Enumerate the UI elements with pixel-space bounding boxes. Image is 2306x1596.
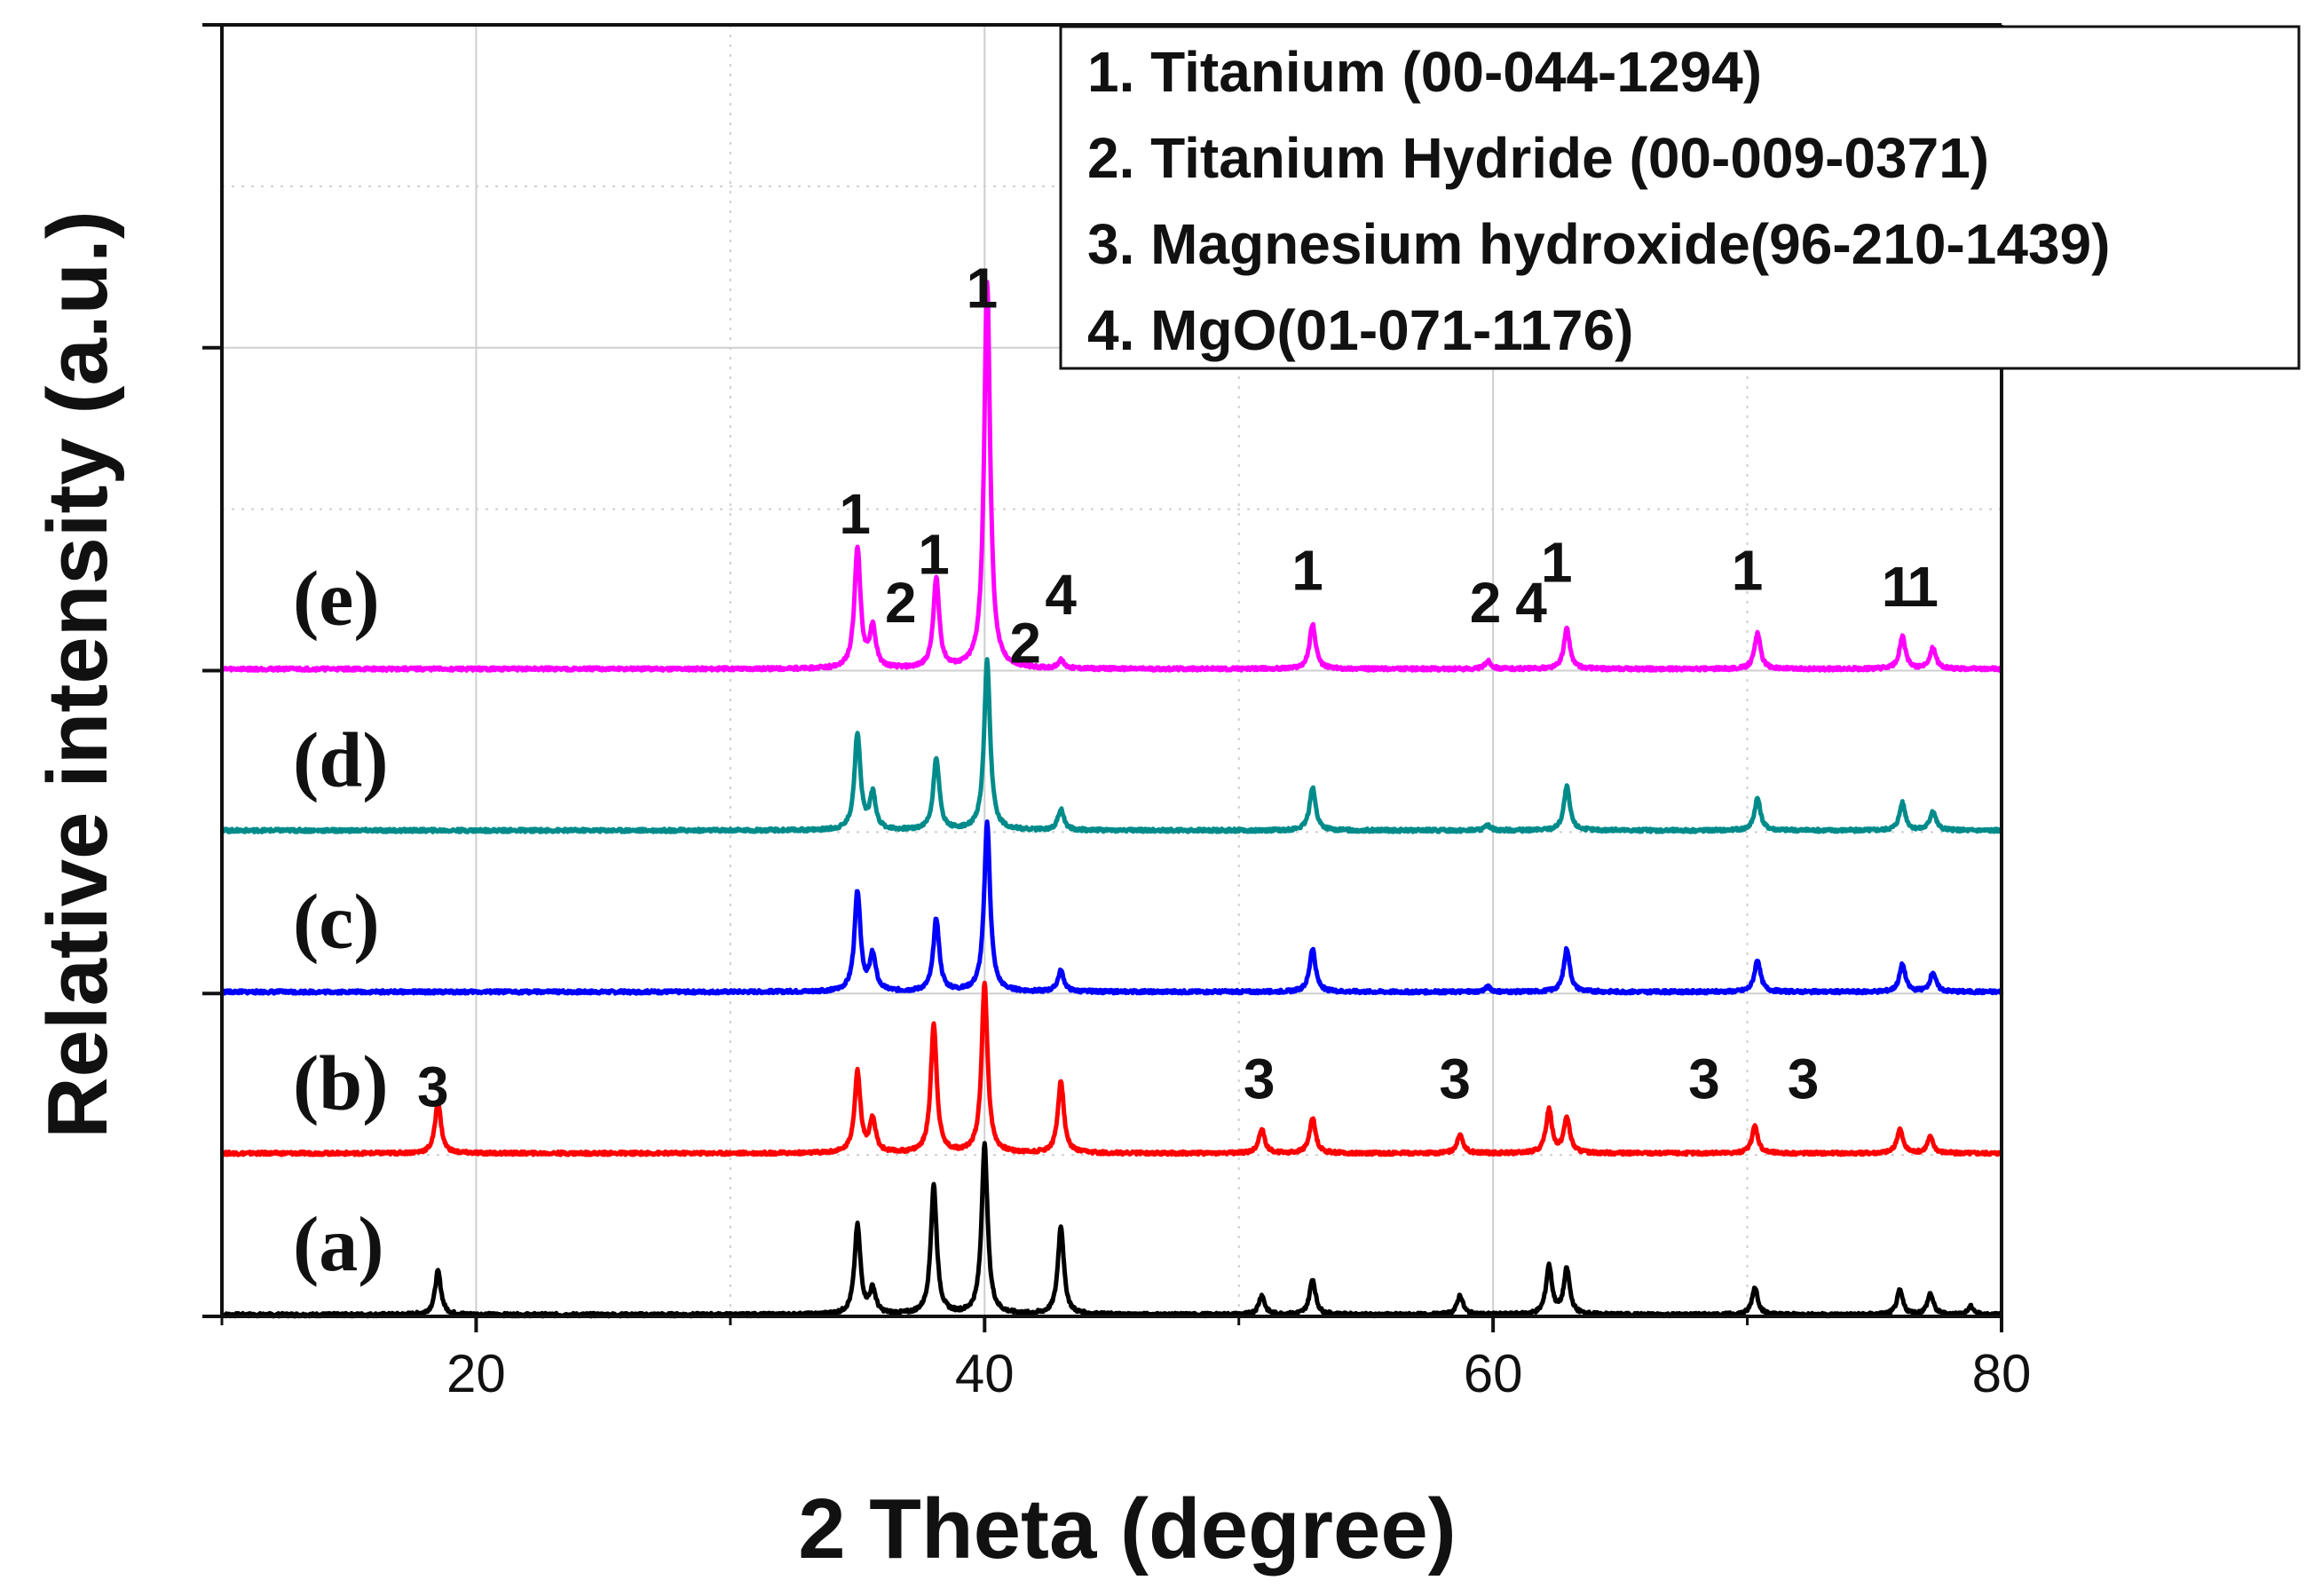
x-tick-label: 40 <box>955 1344 1015 1403</box>
peak-label: 1 <box>1541 530 1573 594</box>
axis-ticks: 20 40 60 80 <box>202 23 2032 1403</box>
peak-label: 1 <box>1732 539 1764 603</box>
series-line-d <box>220 657 2003 834</box>
peak-label: 3 <box>1439 1047 1471 1110</box>
x-tick-label: 80 <box>1972 1344 2032 1403</box>
x-tick-label: 20 <box>446 1344 506 1403</box>
series-lines <box>219 280 2004 1319</box>
series-line-e <box>219 280 2003 673</box>
legend: 1. Titanium (00-044-1294) 2. Titanium Hy… <box>1059 25 2301 370</box>
series-label: (c) <box>293 879 380 965</box>
x-tick-label: 60 <box>1464 1344 1523 1403</box>
series-label: (b) <box>293 1040 389 1126</box>
peak-label: 1 <box>1907 555 1939 619</box>
peak-label: 3 <box>417 1055 449 1119</box>
peak-label: 1 <box>839 482 871 546</box>
legend-entry: 3. Magnesium hydroxide(96-210-1439) <box>1087 212 2110 276</box>
series-line-a <box>220 1141 2003 1319</box>
peak-label: 4 <box>1515 571 1547 635</box>
peak-label: 2 <box>1009 611 1041 675</box>
peak-label: 3 <box>1788 1047 1820 1110</box>
legend-box <box>1059 25 2301 370</box>
peak-label: 1 <box>1291 539 1323 603</box>
series-line-c <box>220 819 2004 996</box>
y-axis-title: Relative intensity (a.u.) <box>30 210 125 1139</box>
series-label: (e) <box>293 557 380 643</box>
x-axis-title: 2 Theta (degree) <box>798 1481 1457 1576</box>
peak-label: 2 <box>1470 571 1502 635</box>
peak-label: 3 <box>1688 1047 1720 1110</box>
peak-label: 2 <box>885 571 917 635</box>
peak-label: 1 <box>918 522 950 586</box>
legend-entry: 1. Titanium (00-044-1294) <box>1087 40 1762 104</box>
peak-label: 1 <box>1882 555 1914 619</box>
peak-label: 1 <box>967 256 999 320</box>
series-label: (a) <box>293 1202 384 1288</box>
legend-entry: 2. Titanium Hydride (00-009-0371) <box>1087 126 1989 190</box>
peak-label: 4 <box>1045 563 1077 627</box>
legend-entry: 4. MgO(01-071-1176) <box>1087 298 1633 362</box>
series-label: (d) <box>293 718 389 804</box>
series-line-b <box>219 980 2004 1157</box>
peak-label: 3 <box>1244 1047 1275 1110</box>
series-labels: (a) (b) (c) (d) (e) <box>293 557 389 1289</box>
